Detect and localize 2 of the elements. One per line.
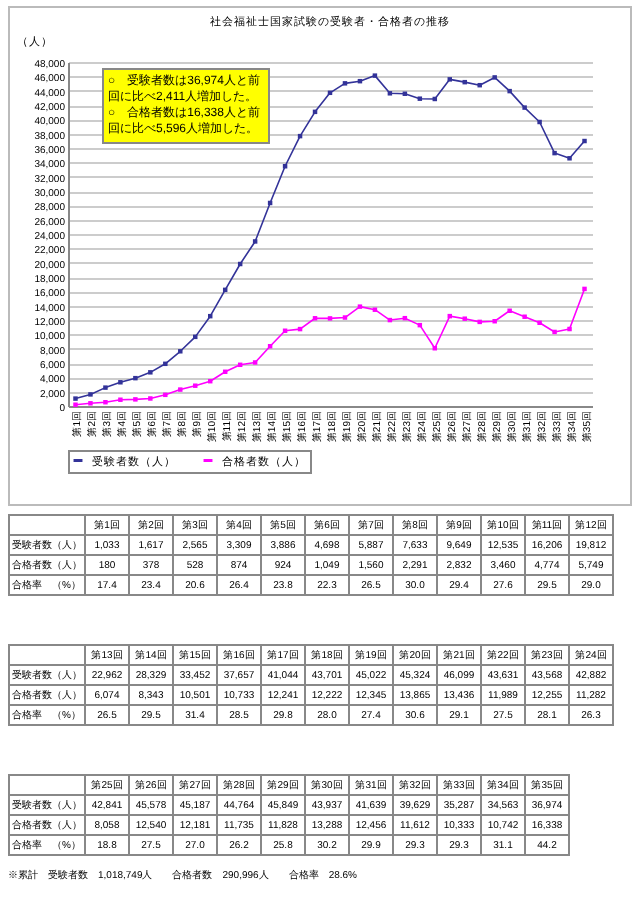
line-series bbox=[73, 73, 587, 401]
line-series bbox=[73, 286, 587, 407]
